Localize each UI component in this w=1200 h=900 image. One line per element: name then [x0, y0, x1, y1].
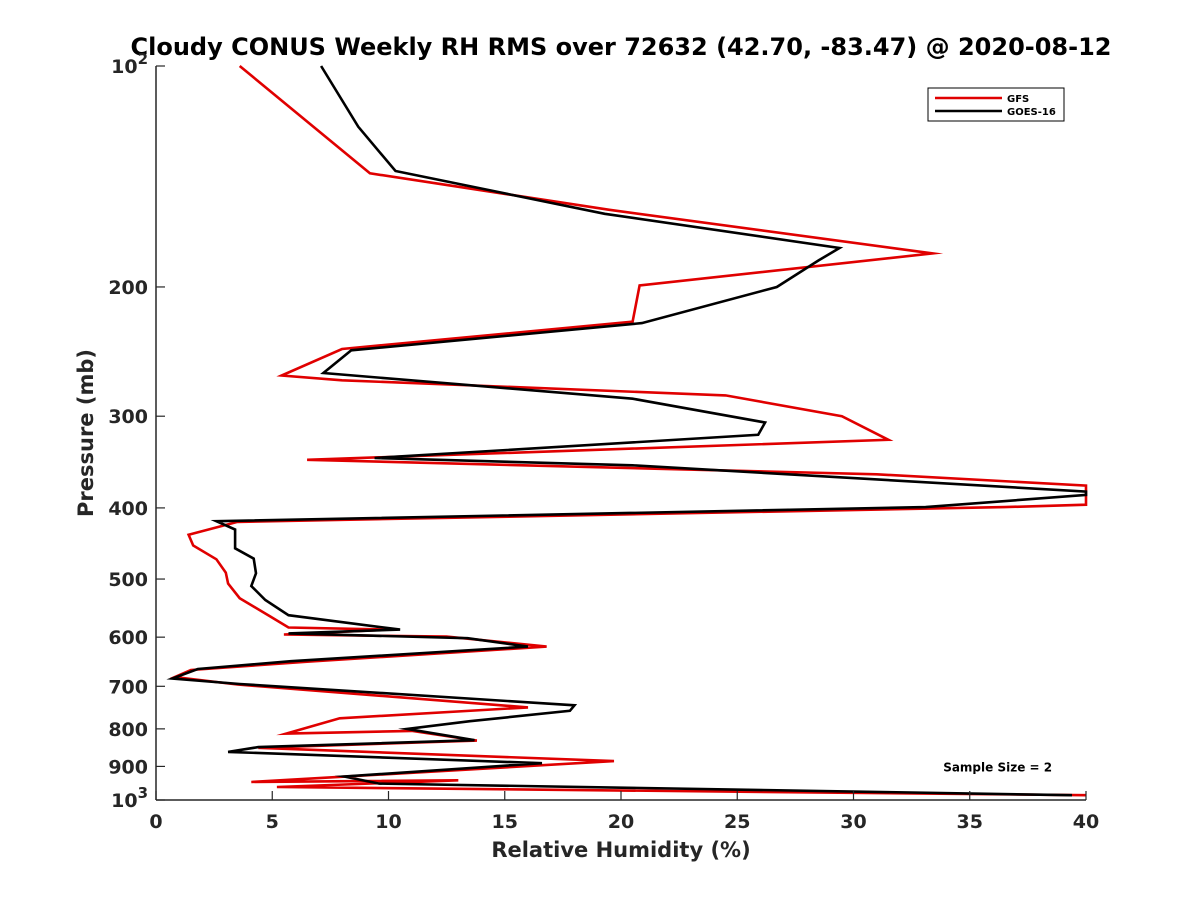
x-tick-label: 25: [724, 811, 750, 833]
y-tick-label: 400: [108, 498, 148, 520]
y-tick-label: 700: [108, 676, 148, 698]
series-line-0: [169, 64, 1088, 797]
series-line-1: [166, 65, 1088, 797]
y-axis-ticks: 102 200 300 400 500 600 700 800 900 103: [108, 50, 165, 812]
y-tick-label: 500: [108, 569, 148, 591]
sample-size-annotation: Sample Size = 2: [943, 760, 1052, 774]
plot-area: [156, 66, 1086, 800]
legend: GFS GOES-16: [927, 87, 1065, 122]
x-axis-ticks: 0 5 10 15 20 25 30 35 40: [149, 791, 1099, 833]
y-tick-label: 800: [108, 719, 148, 741]
x-tick-label: 10: [375, 811, 401, 833]
legend-label-1: GOES-16: [1007, 107, 1056, 118]
x-tick-label: 0: [149, 811, 162, 833]
x-tick-label: 15: [492, 811, 518, 833]
x-tick-label: 40: [1073, 811, 1099, 833]
y-tick-label: 102: [111, 50, 148, 78]
y-tick-label: 103: [111, 784, 148, 812]
x-tick-label: 20: [608, 811, 634, 833]
legend-label-0: GFS: [1007, 94, 1029, 105]
x-axis-label: Relative Humidity (%): [491, 838, 750, 862]
y-tick-label: 300: [108, 406, 148, 428]
x-tick-label: 5: [266, 811, 279, 833]
y-tick-label: 200: [108, 277, 148, 299]
x-tick-label: 30: [840, 811, 866, 833]
y-tick-label: 600: [108, 627, 148, 649]
y-tick-label: 900: [108, 756, 148, 778]
legend-box: [927, 87, 1065, 122]
y-axis-label: Pressure (mb): [74, 349, 98, 517]
x-tick-label: 35: [957, 811, 983, 833]
series-layer: [166, 64, 1088, 797]
chart-title: Cloudy CONUS Weekly RH RMS over 72632 (4…: [131, 33, 1112, 61]
annotations: Sample Size = 2: [943, 760, 1052, 774]
